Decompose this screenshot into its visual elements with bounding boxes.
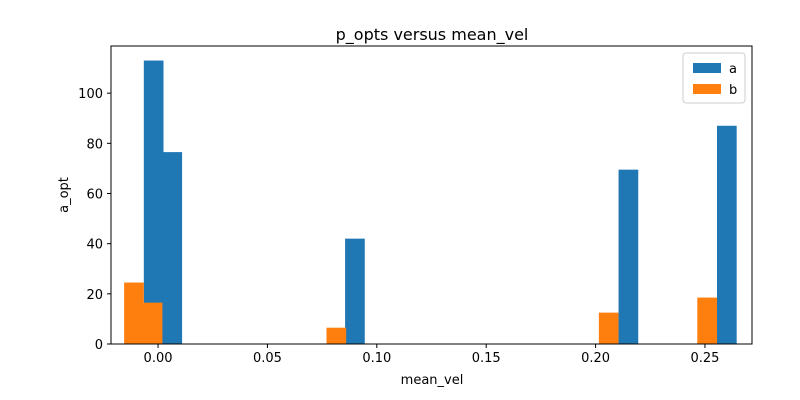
bar-series-b-2	[326, 328, 346, 344]
bar-series-a-0	[144, 61, 164, 344]
y-tick-label: 100	[78, 87, 103, 102]
legend-label-a: a	[729, 62, 737, 77]
bar-series-a-3	[619, 170, 639, 344]
legend-label-b: b	[729, 83, 737, 98]
bar-series-b-3	[599, 313, 619, 344]
y-tick-label: 60	[86, 187, 103, 202]
y-axis-label: a_opt	[57, 177, 72, 213]
bar-series-b-0	[124, 283, 144, 344]
x-tick-label: 0.00	[144, 351, 173, 366]
y-tick-label: 40	[86, 238, 103, 253]
bar-series-a-4	[717, 126, 737, 344]
bar-series-a-2	[345, 239, 365, 344]
bar-series-b-1	[143, 303, 163, 344]
y-tick-label: 20	[86, 288, 103, 303]
bar-series-a-1	[162, 152, 182, 344]
x-tick-label: 0.05	[253, 351, 282, 366]
y-tick-label: 80	[86, 137, 103, 152]
bar-series-b-4	[697, 298, 717, 344]
y-tick-label: 0	[95, 338, 103, 353]
x-axis-label: mean_vel	[401, 373, 464, 388]
legend-swatch-a	[693, 63, 721, 73]
x-tick-label: 0.10	[362, 351, 391, 366]
chart-title: p_opts versus mean_vel	[336, 25, 529, 45]
legend: ab	[683, 53, 745, 103]
x-tick-label: 0.25	[690, 351, 719, 366]
legend-swatch-b	[693, 84, 721, 94]
x-tick-label: 0.20	[581, 351, 610, 366]
x-tick-label: 0.15	[472, 351, 501, 366]
